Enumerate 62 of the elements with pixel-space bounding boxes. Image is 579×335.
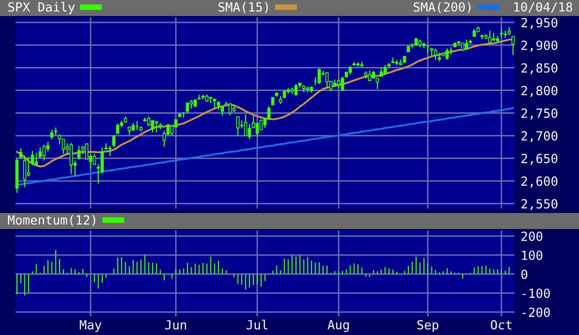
y-tick-label: 2,900 (521, 40, 558, 52)
y-tick-label: -100 (522, 288, 550, 298)
candlestick (26, 156, 30, 177)
y-tick-label: 200 (521, 232, 542, 242)
candlestick (85, 142, 88, 160)
candlestick (294, 83, 298, 96)
y-tick-label: 2,650 (521, 154, 558, 165)
y-tick-label: 2,750 (521, 108, 558, 120)
candlestick (395, 59, 398, 66)
candlestick (212, 98, 216, 108)
candlestick (220, 106, 224, 116)
candlestick (446, 48, 449, 61)
candlestick (23, 155, 26, 188)
y-tick-label: 2,550 (521, 199, 558, 210)
candlestick (380, 66, 383, 77)
candlestick (228, 102, 232, 116)
candlestick (116, 123, 120, 134)
candlestick (54, 126, 58, 136)
candlestick (457, 40, 460, 46)
text: 10/04/18 (514, 2, 572, 13)
candlestick (42, 144, 46, 162)
candlestick (34, 152, 38, 166)
candlestick (70, 142, 73, 175)
candlestick (77, 146, 81, 160)
candlestick (325, 72, 329, 89)
candlestick (337, 78, 340, 90)
legend-label: SMA(15) (218, 2, 268, 14)
x-tick-label: Jul (246, 320, 268, 330)
legend-label: SMA(200) (414, 2, 471, 14)
candlestick (318, 68, 321, 85)
candlestick (186, 102, 190, 114)
legend-label: Momentum(12) (8, 215, 96, 226)
y-tick-label: 0 (521, 270, 528, 280)
x-tick-label: May (80, 320, 102, 332)
y-tick-label: 100 (522, 250, 542, 260)
candlestick (150, 120, 154, 134)
candlestick (384, 64, 387, 76)
candlestick (368, 70, 372, 82)
y-tick-label: 2,800 (521, 86, 558, 97)
candlestick (62, 138, 66, 154)
y-tick-label: 2,850 (521, 63, 558, 74)
x-tick-label: Sep (417, 320, 438, 332)
candlestick (340, 76, 344, 92)
candlestick (46, 141, 50, 152)
candlestick (209, 96, 212, 104)
candlestick (434, 48, 438, 61)
candlestick (488, 30, 492, 44)
y-tick-label: -200 (522, 308, 550, 318)
candlestick (244, 114, 248, 137)
candlestick (248, 124, 252, 140)
candlestick (50, 129, 54, 140)
y-tick-label: 2,600 (521, 176, 558, 188)
x-tick-label: Jun (165, 320, 186, 330)
candlestick (154, 120, 158, 134)
candlestick (236, 116, 240, 137)
y-tick-label: 2,950 (521, 18, 558, 29)
legend-label: SPX Daily (8, 2, 75, 14)
x-tick-label: Oct (490, 320, 512, 330)
y-tick-label: 2,700 (521, 131, 558, 142)
candlestick (30, 150, 34, 166)
x-tick-label: Aug (328, 320, 349, 332)
candlestick (112, 134, 116, 148)
